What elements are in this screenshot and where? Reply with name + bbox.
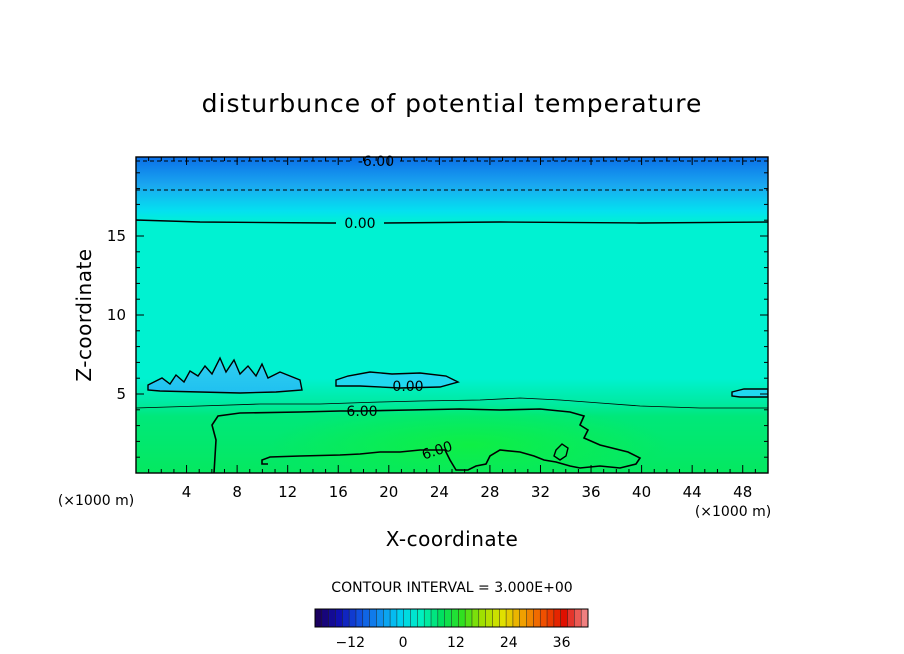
colorbar-cell [533, 609, 541, 627]
x-tick-label: 16 [329, 483, 348, 501]
y-axis-tick-labels: 5 10 15 [107, 227, 126, 403]
colorbar-cell [410, 609, 418, 627]
colorbar-cell [396, 609, 405, 627]
x-tick-label: 8 [232, 483, 242, 501]
colorbar-tick-labels: −12 0 12 24 36 [335, 635, 570, 651]
colorbar-cell [451, 609, 459, 627]
y-tick-label: 5 [116, 385, 126, 403]
colorbar-cell [465, 609, 473, 627]
x-axis-ticks [148, 157, 756, 473]
colorbar-cell [478, 609, 486, 627]
colorbar-cell [390, 609, 398, 627]
colorbar-cell [471, 609, 480, 627]
x-tick-label: 20 [379, 483, 398, 501]
x-tick-label: 32 [531, 483, 550, 501]
colorbar-cell [349, 609, 357, 627]
contour-label-6-upper: 6.00 [346, 404, 377, 420]
contour-interval-text: CONTOUR INTERVAL = 3.000E+00 [331, 580, 572, 596]
x-tick-label: 36 [581, 483, 600, 501]
plot-area [136, 157, 768, 473]
colorbar-cell [553, 609, 561, 627]
colorbar-cell [342, 609, 350, 627]
colorbar-cell [574, 609, 582, 627]
colorbar-cell [547, 609, 555, 627]
contour-3 [136, 397, 768, 409]
colorbar-cell [424, 609, 432, 627]
colorbar-cell [335, 609, 343, 627]
contour-0-upper [136, 219, 768, 224]
colorbar-cell [321, 609, 329, 627]
x-unit-right: (×1000 m) [695, 504, 771, 520]
colorbar-cell [362, 609, 370, 627]
colorbar-cell [567, 609, 575, 627]
colorbar-frame [314, 608, 589, 628]
colorbar-cell [403, 609, 411, 627]
x-tick-label: 24 [430, 483, 449, 501]
colorbar-tick-label: 24 [500, 635, 518, 651]
contour-6-inner [553, 443, 569, 461]
colorbar-cell [444, 609, 452, 627]
cold-blob-right [731, 388, 768, 398]
colorbar-cell [506, 609, 514, 627]
contour-label-neg6: -6.00 [358, 154, 394, 170]
cold-blob-middle [335, 371, 460, 389]
colorbar-cell [492, 609, 500, 627]
x-tick-label: 40 [632, 483, 651, 501]
x-tick-label: 44 [683, 483, 702, 501]
colorbar-tick-label: 36 [553, 635, 571, 651]
x-tick-label: 48 [733, 483, 752, 501]
colorbar-cell [458, 609, 466, 627]
colorbar-cell [519, 609, 527, 627]
contour-6-outer [211, 408, 642, 473]
colorbar-cell [383, 609, 391, 627]
colorbar-cell [437, 609, 445, 627]
y-tick-label: 10 [107, 306, 126, 324]
colorbar-cell [540, 609, 548, 627]
contour-label-0-lower: 0.00 [392, 379, 423, 395]
y-axis-label: Z-coordinate [72, 248, 96, 381]
colorbar [314, 608, 589, 628]
x-tick-label: 4 [182, 483, 192, 501]
colorbar-cell [328, 609, 336, 627]
x-unit-left: (×1000 m) [58, 493, 134, 509]
colorbar-tick-label: 0 [399, 635, 408, 651]
colorbar-cell [355, 609, 364, 627]
colorbar-cell [512, 609, 521, 627]
y-axis-ticks [136, 172, 768, 458]
chart-title: disturbunce of potential temperature [202, 89, 703, 118]
colorbar-cell [499, 609, 507, 627]
cold-blob-left [147, 356, 303, 394]
y-tick-label: 15 [107, 227, 126, 245]
colorbar-cell [485, 609, 493, 627]
colorbar-cell [581, 609, 589, 627]
x-tick-label: 28 [480, 483, 499, 501]
x-axis-tick-labels: 4 8 12 16 20 24 28 32 36 40 44 48 [182, 483, 752, 501]
colorbar-tick-label: 12 [447, 635, 465, 651]
colorbar-cell [315, 609, 323, 627]
colorbar-cell [431, 609, 439, 627]
x-axis-label: X-coordinate [386, 527, 519, 551]
colorbar-cell [526, 609, 534, 627]
colorbar-cell [417, 609, 425, 627]
x-tick-label: 12 [278, 483, 297, 501]
contour-label-0-upper: 0.00 [344, 216, 375, 232]
field-warm-core [270, 405, 670, 473]
colorbar-cell [369, 609, 377, 627]
colorbar-cell [560, 609, 568, 627]
colorbar-cell [376, 609, 384, 627]
colorbar-tick-label: −12 [335, 635, 365, 651]
